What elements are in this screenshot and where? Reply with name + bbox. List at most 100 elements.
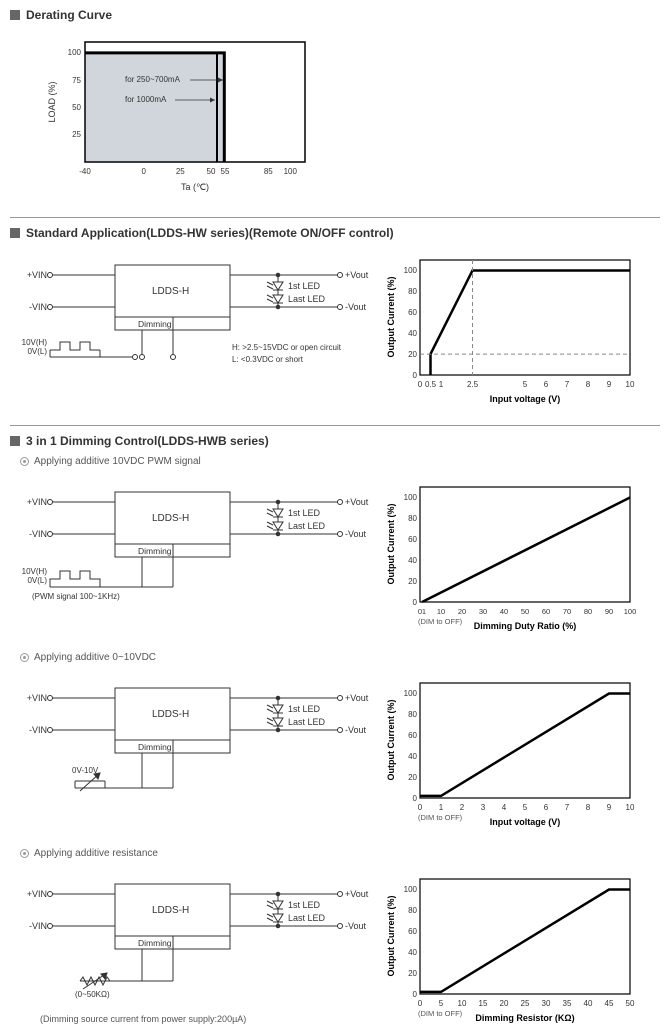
chart-resistor: 02040 6080100 0510 152025 303540 4550 Ou… xyxy=(380,869,640,1029)
svg-text:10: 10 xyxy=(626,380,635,389)
svg-text:Dimming: Dimming xyxy=(138,546,172,556)
svg-text:H: >2.5~15VDC or open circuit: H: >2.5~15VDC or open circuit xyxy=(232,343,342,352)
svg-text:40: 40 xyxy=(408,948,417,957)
chart-dcv: 02040 6080100 012 345 678 910 Output Cur… xyxy=(380,673,640,833)
section-title: Derating Curve xyxy=(26,8,112,22)
pwm-circuit-diagram: +VIN -VIN +Vout -Vout 1st LED Last LED L… xyxy=(20,477,370,617)
svg-text:+VIN: +VIN xyxy=(27,889,47,899)
svg-text:5: 5 xyxy=(439,999,444,1008)
svg-text:LDDS-H: LDDS-H xyxy=(152,905,189,916)
svg-text:80: 80 xyxy=(408,514,417,523)
svg-text:-40: -40 xyxy=(79,167,91,176)
svg-text:100: 100 xyxy=(404,493,418,502)
svg-text:Dimming: Dimming xyxy=(138,938,172,948)
svg-text:1st LED: 1st LED xyxy=(288,900,321,910)
standard-circuit-diagram: +VIN -VIN +Vout -Vout 1st LED Last LED L… xyxy=(20,250,370,400)
svg-text:+Vout: +Vout xyxy=(345,693,369,703)
svg-text:1: 1 xyxy=(422,607,426,616)
svg-text:60: 60 xyxy=(408,731,417,740)
subtitle-label: Applying additive 10VDC PWM signal xyxy=(34,456,201,467)
derating-chart: 100 75 50 25 -40 0 25 50 55 85 100 for 2… xyxy=(40,32,330,202)
svg-text:+VIN: +VIN xyxy=(27,693,47,703)
subtitle-pwm: Applying additive 10VDC PWM signal xyxy=(20,456,670,467)
svg-text:(DIM to OFF): (DIM to OFF) xyxy=(418,1009,463,1018)
svg-text:100: 100 xyxy=(404,885,418,894)
svg-text:100: 100 xyxy=(404,689,418,698)
section-header-three-in-one: 3 in 1 Dimming Control(LDDS-HWB series) xyxy=(10,434,670,448)
svg-text:+VIN: +VIN xyxy=(27,497,47,507)
section-header-derating: Derating Curve xyxy=(10,8,670,22)
svg-text:Dimming: Dimming xyxy=(138,742,172,752)
svg-text:40: 40 xyxy=(500,607,508,616)
svg-text:60: 60 xyxy=(408,535,417,544)
svg-text:Input voltage (V): Input voltage (V) xyxy=(490,394,561,404)
dcv-circuit-diagram: +VIN -VIN +Vout -Vout 1st LED Last LED L… xyxy=(20,673,370,813)
svg-text:LDDS-H: LDDS-H xyxy=(152,286,189,297)
svg-text:LDDS-H: LDDS-H xyxy=(152,709,189,720)
svg-text:Input voltage (V): Input voltage (V) xyxy=(490,817,561,827)
svg-text:9: 9 xyxy=(607,380,612,389)
svg-text:4: 4 xyxy=(502,803,507,812)
svg-text:LDDS-H: LDDS-H xyxy=(152,513,189,524)
svg-text:Output Current (%): Output Current (%) xyxy=(386,277,396,358)
svg-text:80: 80 xyxy=(408,287,417,296)
subtitle-label: Applying additive 0~10VDC xyxy=(34,652,156,663)
svg-text:for 1000mA: for 1000mA xyxy=(125,95,167,104)
svg-text:100: 100 xyxy=(284,167,298,176)
subtitle-res: Applying additive resistance xyxy=(20,848,670,859)
svg-text:+Vout: +Vout xyxy=(345,889,369,899)
svg-text:80: 80 xyxy=(584,607,592,616)
svg-text:60: 60 xyxy=(408,927,417,936)
svg-text:40: 40 xyxy=(584,999,593,1008)
svg-text:20: 20 xyxy=(408,350,417,359)
svg-text:Dimming Resistor (KΩ): Dimming Resistor (KΩ) xyxy=(475,1013,574,1023)
svg-text:0: 0 xyxy=(418,803,423,812)
svg-text:0: 0 xyxy=(413,371,418,380)
svg-text:0: 0 xyxy=(141,167,146,176)
svg-text:20: 20 xyxy=(408,969,417,978)
svg-text:100: 100 xyxy=(68,48,82,57)
svg-text:7: 7 xyxy=(565,380,570,389)
section-header-standard: Standard Application(LDDS-HW series)(Rem… xyxy=(10,226,670,240)
svg-text:6: 6 xyxy=(544,803,549,812)
svg-text:-VIN: -VIN xyxy=(29,302,47,312)
svg-text:+VIN: +VIN xyxy=(27,270,47,280)
svg-text:60: 60 xyxy=(408,308,417,317)
svg-text:0V(L): 0V(L) xyxy=(27,576,47,585)
svg-text:40: 40 xyxy=(408,329,417,338)
svg-text:10V(H): 10V(H) xyxy=(22,567,48,576)
svg-text:30: 30 xyxy=(479,607,487,616)
subtitle-label: Applying additive resistance xyxy=(34,848,158,859)
svg-text:5: 5 xyxy=(523,803,528,812)
svg-text:45: 45 xyxy=(605,999,614,1008)
svg-text:1st LED: 1st LED xyxy=(288,704,321,714)
bullet-icon xyxy=(20,653,29,662)
svg-text:2: 2 xyxy=(460,803,465,812)
svg-text:1st LED: 1st LED xyxy=(288,281,321,291)
svg-text:50: 50 xyxy=(626,999,635,1008)
svg-text:+Vout: +Vout xyxy=(345,270,369,280)
svg-text:0V(L): 0V(L) xyxy=(27,347,47,356)
svg-text:15: 15 xyxy=(479,999,488,1008)
svg-text:0.5: 0.5 xyxy=(425,380,437,389)
svg-text:7: 7 xyxy=(565,803,570,812)
svg-text:30: 30 xyxy=(542,999,551,1008)
svg-text:20: 20 xyxy=(408,773,417,782)
svg-text:20: 20 xyxy=(408,577,417,586)
svg-text:(DIM to OFF): (DIM to OFF) xyxy=(418,617,463,626)
svg-text:Last LED: Last LED xyxy=(288,294,326,304)
svg-text:25: 25 xyxy=(72,130,81,139)
svg-text:3: 3 xyxy=(481,803,486,812)
svg-text:20: 20 xyxy=(500,999,509,1008)
svg-text:9: 9 xyxy=(607,803,612,812)
svg-text:1: 1 xyxy=(439,803,444,812)
svg-text:5: 5 xyxy=(523,380,528,389)
svg-text:+Vout: +Vout xyxy=(345,497,369,507)
svg-text:Last LED: Last LED xyxy=(288,717,326,727)
svg-text:0: 0 xyxy=(418,999,423,1008)
svg-text:25: 25 xyxy=(176,167,185,176)
bullet-icon xyxy=(20,457,29,466)
svg-text:10V(H): 10V(H) xyxy=(22,338,48,347)
svg-text:Output Current (%): Output Current (%) xyxy=(386,896,396,977)
svg-text:-Vout: -Vout xyxy=(345,302,367,312)
